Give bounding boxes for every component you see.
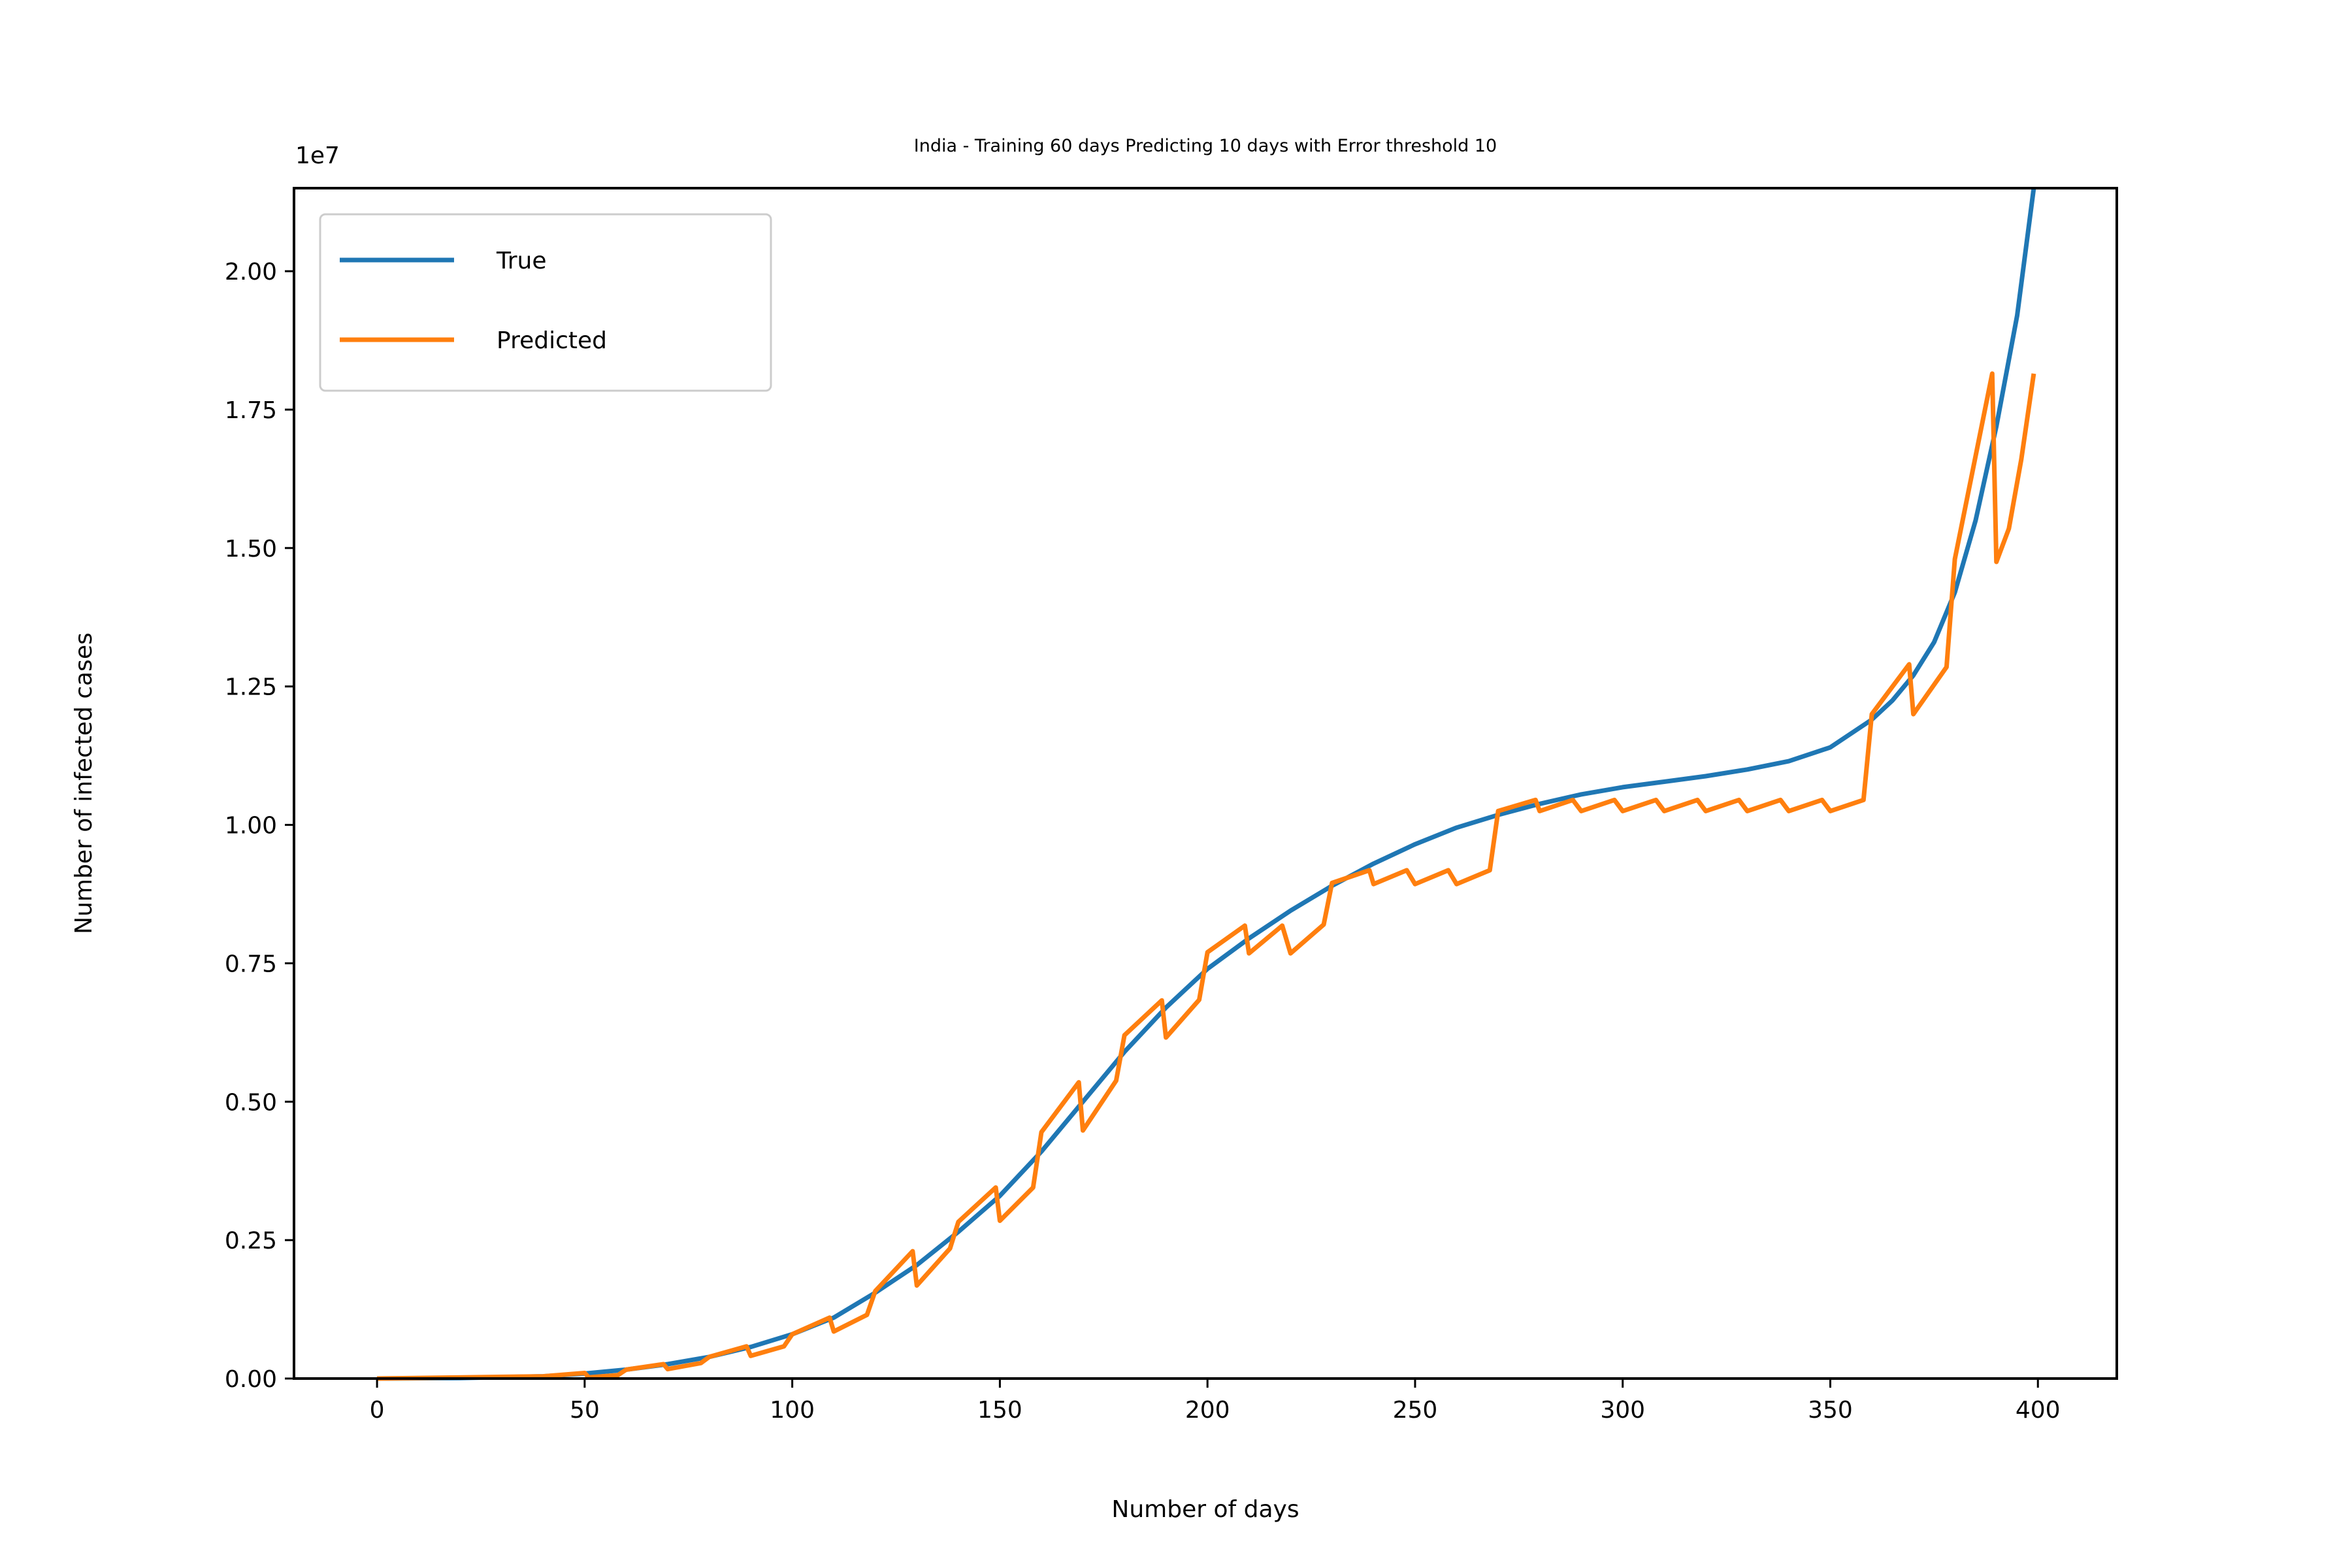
x-tick-label: 0	[370, 1397, 385, 1424]
x-axis-label: Number of days	[1111, 1496, 1299, 1523]
y-offset-label: 1e7	[295, 142, 340, 169]
x-tick-label: 200	[1185, 1397, 1230, 1424]
series-layer	[377, 188, 2036, 1381]
x-tick-label: 100	[770, 1397, 815, 1424]
chart-title: India - Training 60 days Predicting 10 d…	[914, 136, 1497, 156]
legend-label-true: True	[496, 248, 546, 274]
plot-frame	[293, 187, 2118, 1380]
y-tick-label: 1.25	[225, 674, 277, 701]
legend-box	[319, 213, 772, 392]
y-tick-label: 0.00	[225, 1366, 277, 1393]
series-line-predicted	[377, 371, 2036, 1381]
y-tick-label: 0.50	[225, 1089, 277, 1116]
y-tick-label: 0.25	[225, 1228, 277, 1254]
x-tick-label: 50	[570, 1397, 600, 1424]
legend-label-predicted: Predicted	[497, 327, 607, 354]
y-tick-label: 1.75	[225, 397, 277, 424]
x-tick-label: 150	[977, 1397, 1022, 1424]
x-tick-label: 400	[2016, 1397, 2061, 1424]
y-tick-label: 1.00	[225, 813, 277, 840]
y-axis: 0.00 0.25 0.50 0.75 1.00 1.25 1.50 1.75 2.00	[225, 259, 294, 1393]
y-axis-label: Number of infected cases	[71, 632, 97, 934]
x-tick-label: 250	[1393, 1397, 1438, 1424]
x-tick-label: 350	[1808, 1397, 1853, 1424]
x-tick-label: 300	[1600, 1397, 1645, 1424]
legend: True Predicted	[319, 213, 772, 392]
x-axis: 0 50 100 150 200 250 300 350 400	[370, 1379, 2061, 1424]
y-tick-label: 2.00	[225, 259, 277, 286]
y-tick-label: 1.50	[225, 536, 277, 563]
y-tick-label: 0.75	[225, 951, 277, 977]
